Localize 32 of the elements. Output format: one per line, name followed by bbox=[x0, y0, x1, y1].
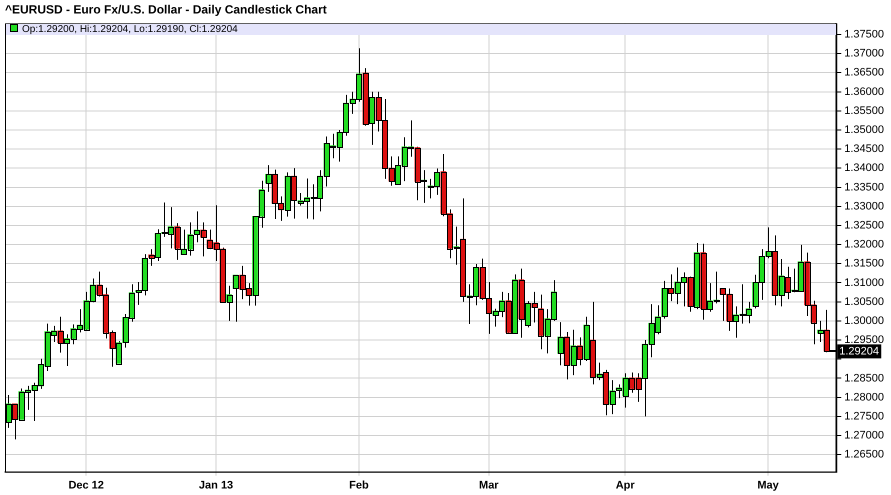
info-strip: Op:1.29200, Hi:1.29204, Lo:1.29190, Cl:1.29204 bbox=[6, 24, 836, 36]
x-tick-label: Feb bbox=[349, 479, 369, 492]
chart-title: ^EURUSD - Euro Fx/U.S. Dollar - Daily Candlestick Chart bbox=[5, 2, 327, 17]
y-tick-label: 1.29500 bbox=[844, 334, 884, 346]
annotation: 1.29204 bbox=[839, 345, 880, 358]
y-tick-label: 1.37500 bbox=[844, 28, 884, 41]
x-tick-label: Apr bbox=[616, 479, 636, 492]
y-tick-label: 1.27500 bbox=[844, 410, 884, 422]
y-tick-label: 1.28500 bbox=[844, 372, 884, 384]
y-tick-label: 1.31500 bbox=[844, 258, 884, 270]
x-tick-label: Jan 13 bbox=[198, 479, 234, 492]
y-tick-label: 1.33500 bbox=[844, 181, 884, 194]
y-tick-label: 1.30000 bbox=[844, 314, 884, 327]
y-tick-label: 1.35000 bbox=[844, 124, 884, 136]
y-tick-label: 1.36500 bbox=[844, 66, 884, 79]
y-tick-label: 1.35500 bbox=[844, 104, 884, 117]
y-tick-label: 1.32500 bbox=[844, 219, 884, 232]
y-tick-label: 1.33000 bbox=[844, 200, 884, 212]
y-tick-label: 1.27000 bbox=[844, 430, 884, 442]
y-tick-label: 1.26500 bbox=[844, 448, 884, 461]
y-tick-label: 1.31000 bbox=[844, 276, 884, 289]
y-tick-label: 1.30500 bbox=[844, 296, 884, 308]
annotation: Op:1.29200, Hi:1.29204, Lo:1.29190, Cl:1.29204 bbox=[22, 24, 238, 36]
x-tick-label: May bbox=[757, 479, 780, 492]
y-tick-label: 1.36000 bbox=[844, 86, 884, 98]
y-tick-label: 1.32000 bbox=[844, 238, 884, 251]
y-tick-label: 1.34500 bbox=[844, 143, 884, 156]
x-tick-label: Mar bbox=[479, 479, 500, 492]
x-tick-label: Dec 12 bbox=[68, 479, 104, 492]
y-tick-label: 1.37000 bbox=[844, 48, 884, 60]
y-tick-label: 1.34000 bbox=[844, 162, 884, 174]
y-tick-label: 1.28000 bbox=[844, 391, 884, 404]
